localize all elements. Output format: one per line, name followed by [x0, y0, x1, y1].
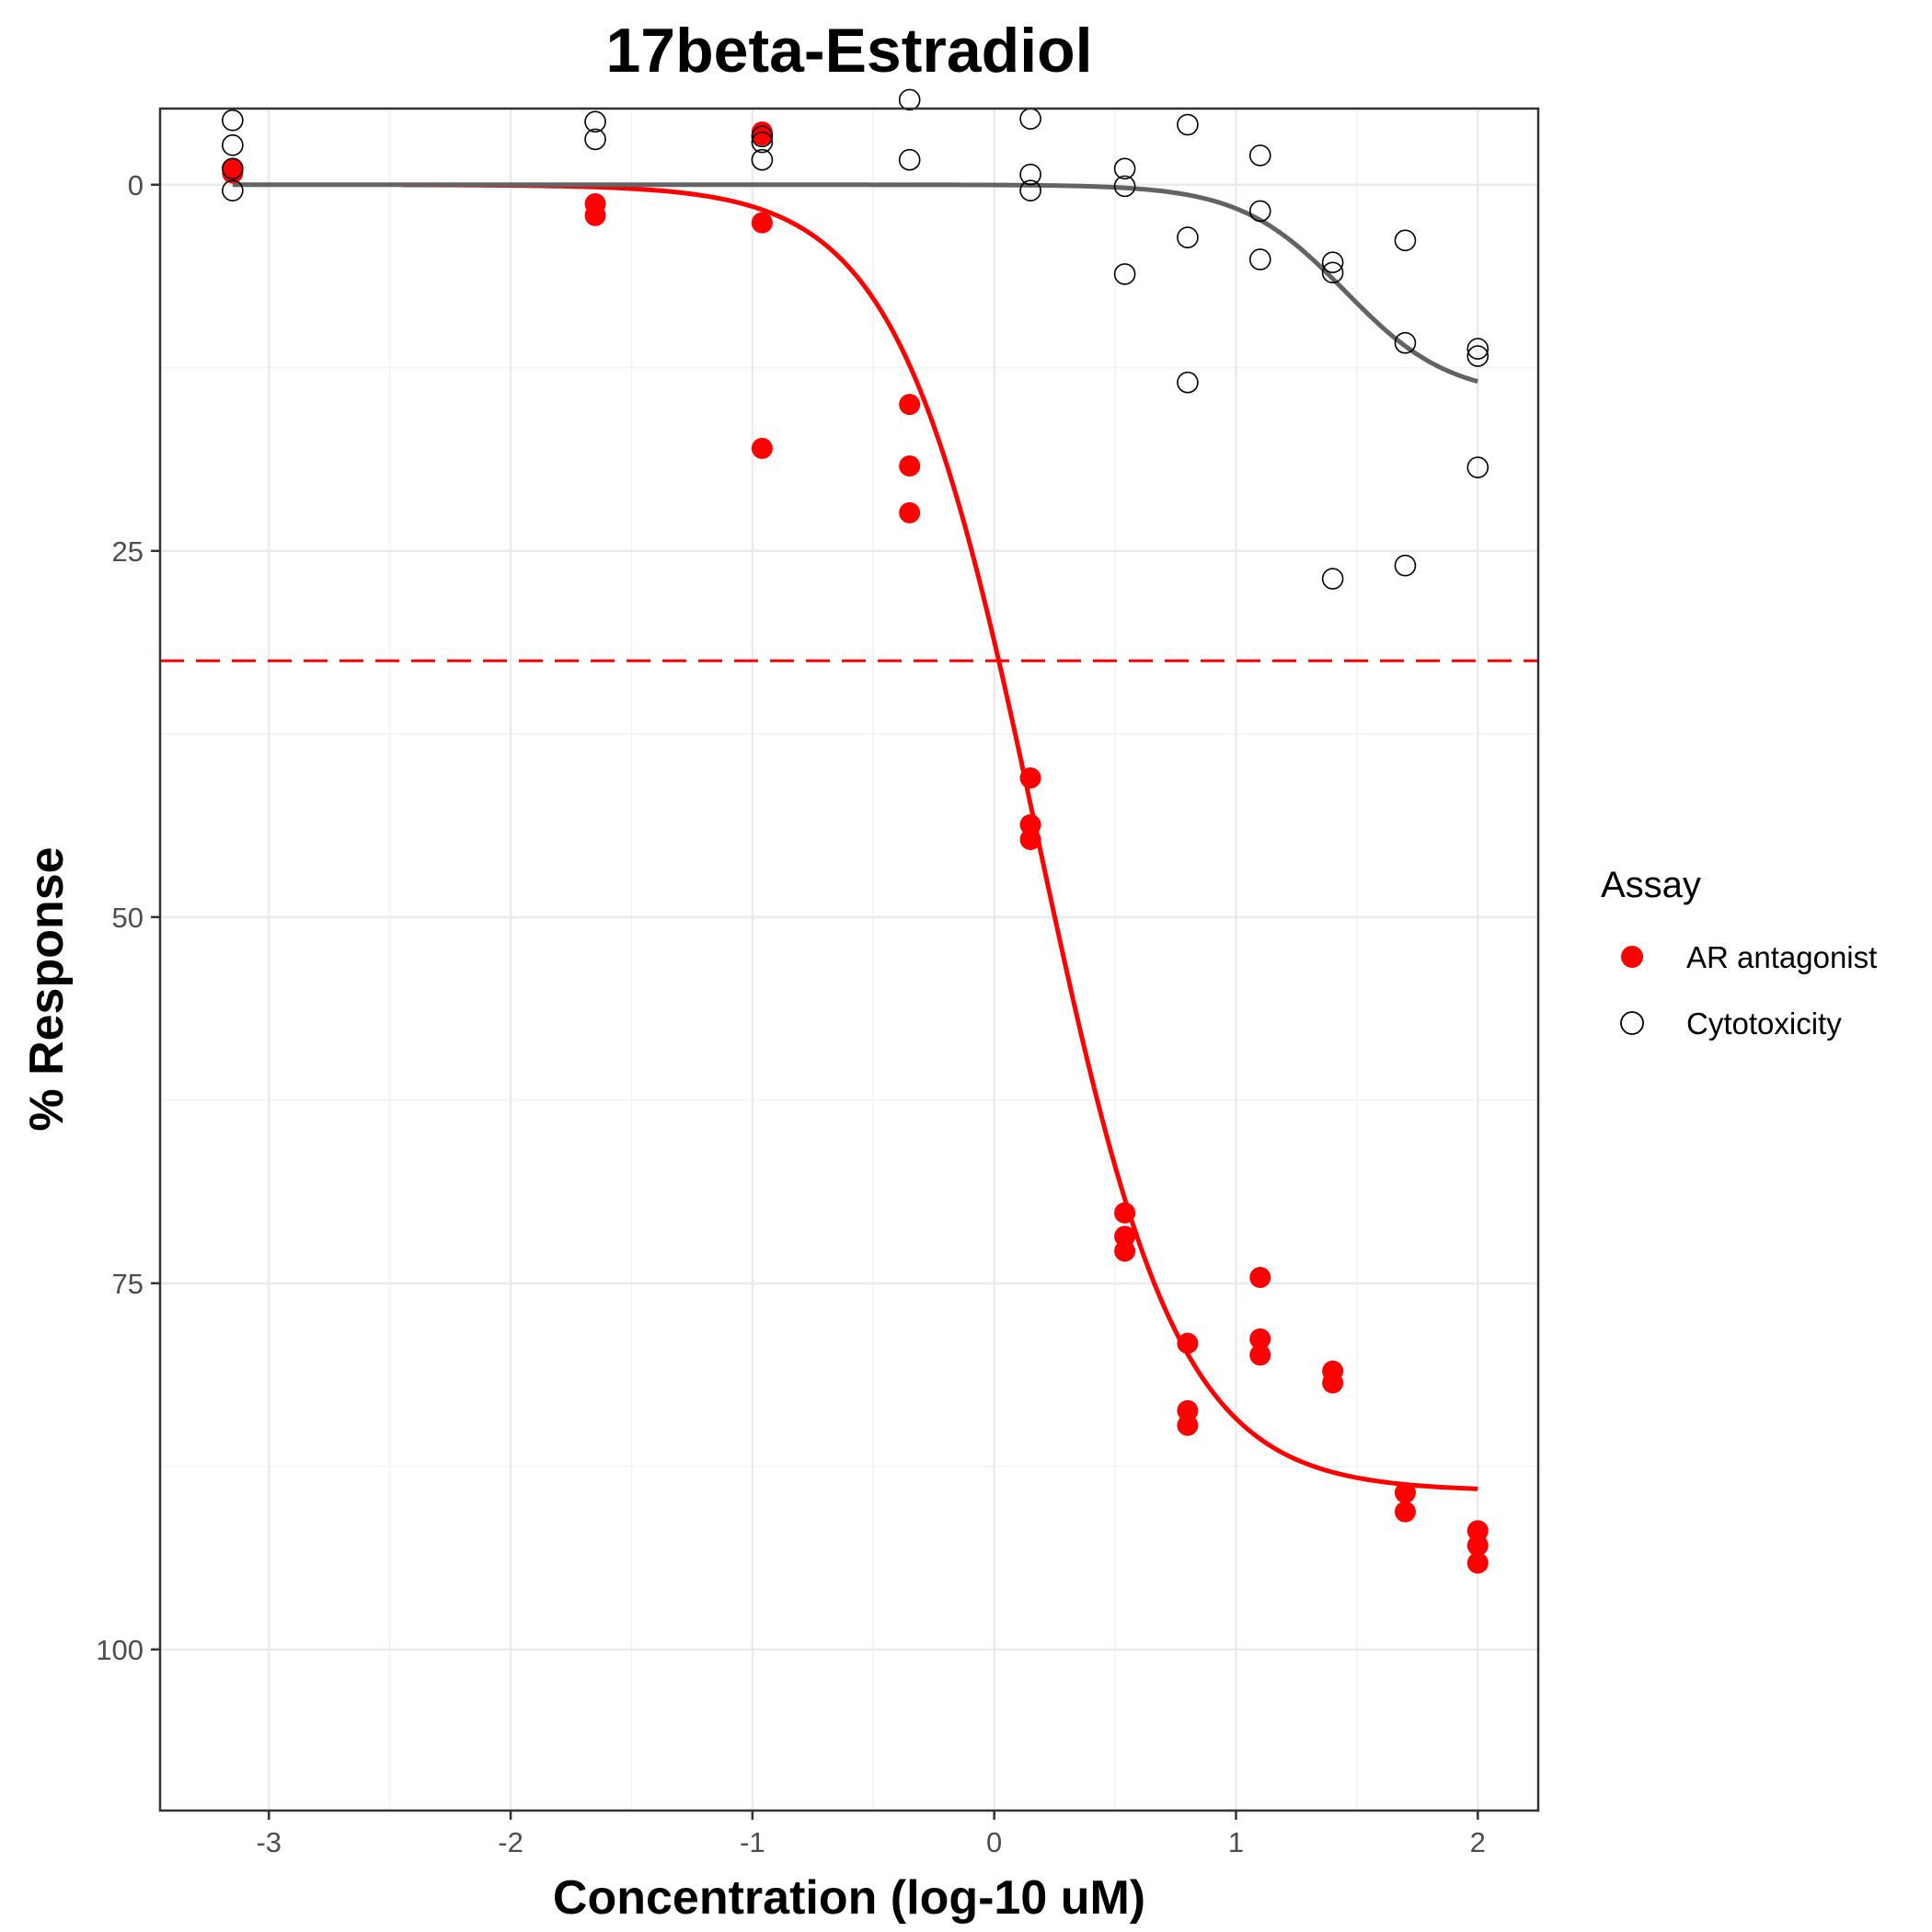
ar-antagonist-point	[751, 437, 773, 459]
y-tick-label: 75	[112, 1268, 144, 1300]
y-axis-ticks: 0 25 50 75 100	[96, 169, 160, 1666]
ar-antagonist-point	[1114, 1225, 1136, 1248]
ar-antagonist-point	[1466, 1552, 1489, 1574]
ar-antagonist-point	[1019, 767, 1041, 789]
ar-antagonist-point	[1466, 1535, 1489, 1557]
ar-antagonist-point	[1114, 1202, 1136, 1224]
cytotoxicity-point	[898, 88, 921, 111]
ar-antagonist-point	[1249, 1328, 1271, 1350]
cytotoxicity-point	[1248, 144, 1271, 167]
x-tick-label: -2	[498, 1826, 523, 1858]
ar-antagonist-point	[751, 124, 773, 146]
cytotoxicity-point	[1177, 226, 1199, 248]
y-tick-label: 25	[112, 535, 144, 568]
ar-antagonist-point	[899, 501, 921, 523]
cytotoxicity-point	[1321, 261, 1344, 284]
cytotoxicity-point	[898, 148, 921, 171]
x-tick-label: 2	[1470, 1826, 1486, 1858]
legend-label-cytotoxicity: Cytotoxicity	[1686, 1006, 1842, 1041]
x-tick-label: -1	[740, 1826, 765, 1858]
cytotoxicity-point	[1113, 263, 1136, 285]
cytotoxicity-point	[1321, 568, 1344, 590]
chart-title: 17beta-Estradiol	[605, 16, 1092, 86]
ar-antagonist-point	[1177, 1399, 1199, 1421]
ar-antagonist-point	[584, 204, 606, 226]
cytotoxicity-point	[1113, 157, 1136, 180]
ar-antagonist-point	[1019, 828, 1041, 850]
y-tick-label: 0	[128, 169, 144, 201]
y-axis-title: % Response	[20, 846, 74, 1131]
ar-antagonist-point	[1466, 1520, 1489, 1542]
cytotoxicity-point	[222, 179, 244, 201]
y-tick-label: 100	[96, 1634, 144, 1666]
ar-antagonist-point	[899, 394, 921, 416]
cytotoxicity-point	[1113, 175, 1136, 198]
cytotoxicity-point	[1394, 229, 1417, 252]
ar-antagonist-point	[1114, 1240, 1136, 1262]
cytotoxicity-point	[1466, 456, 1489, 478]
fit-curve-cytotoxicity	[232, 182, 1478, 385]
legend-label-ar-antagonist: AR antagonist	[1686, 940, 1877, 974]
fit-curves	[232, 182, 1478, 1491]
legend: Assay AR antagonist Cytotoxicity	[1601, 865, 1877, 1041]
ar-antagonist-point	[751, 212, 773, 234]
plot-panel-border	[158, 107, 1540, 1812]
cytotoxicity-point	[584, 110, 606, 133]
ar-antagonist-point	[1322, 1372, 1344, 1394]
ar-antagonist-point	[222, 162, 244, 184]
cytotoxicity-point	[1019, 179, 1041, 201]
ar-antagonist-point	[1394, 1501, 1416, 1523]
ar-antagonist-point	[1249, 1344, 1271, 1366]
cytotoxicity-point	[1177, 371, 1199, 394]
ar-antagonist-point	[1394, 1482, 1416, 1504]
x-axis-title: Concentration (log-10 uM)	[553, 1871, 1145, 1925]
cytotoxicity-point	[222, 109, 244, 132]
major-gridlines	[160, 109, 1538, 1811]
cytotoxicity-point	[751, 131, 774, 154]
minor-gridlines	[160, 109, 1538, 1811]
ar-antagonist-point	[1177, 1414, 1199, 1436]
legend-key-ar-antagonist	[1621, 946, 1643, 968]
legend-title: Assay	[1601, 865, 1701, 905]
ar-antagonist-point	[1177, 1332, 1199, 1354]
data-points	[222, 88, 1489, 1574]
cytotoxicity-point	[222, 157, 244, 180]
x-tick-label: 1	[1228, 1826, 1244, 1858]
cytotoxicity-point	[1177, 113, 1199, 136]
ar-antagonist-point	[1019, 814, 1041, 836]
ar-antagonist-point	[899, 454, 921, 477]
cytotoxicity-point	[1466, 345, 1489, 367]
cytotoxicity-point	[1394, 331, 1417, 354]
cytotoxicity-point	[1394, 554, 1417, 577]
cytotoxicity-point	[751, 148, 774, 171]
cytotoxicity-point	[1248, 248, 1271, 270]
ar-antagonist-point	[1249, 1266, 1271, 1288]
cytotoxicity-point	[751, 125, 774, 148]
x-tick-label: -3	[256, 1826, 282, 1858]
cytotoxicity-point	[1321, 251, 1344, 273]
x-axis-ticks: -3 -2 -1 0 1 2	[256, 1811, 1486, 1858]
cytotoxicity-point	[222, 134, 244, 156]
cytotoxicity-point	[1466, 338, 1489, 360]
cytotoxicity-point	[1019, 163, 1041, 186]
cytotoxicity-point	[584, 128, 606, 151]
cytotoxicity-point	[1248, 200, 1271, 223]
x-tick-label: 0	[986, 1826, 1002, 1858]
legend-key-cytotoxicity	[1620, 1011, 1644, 1035]
y-tick-label: 50	[112, 902, 144, 934]
